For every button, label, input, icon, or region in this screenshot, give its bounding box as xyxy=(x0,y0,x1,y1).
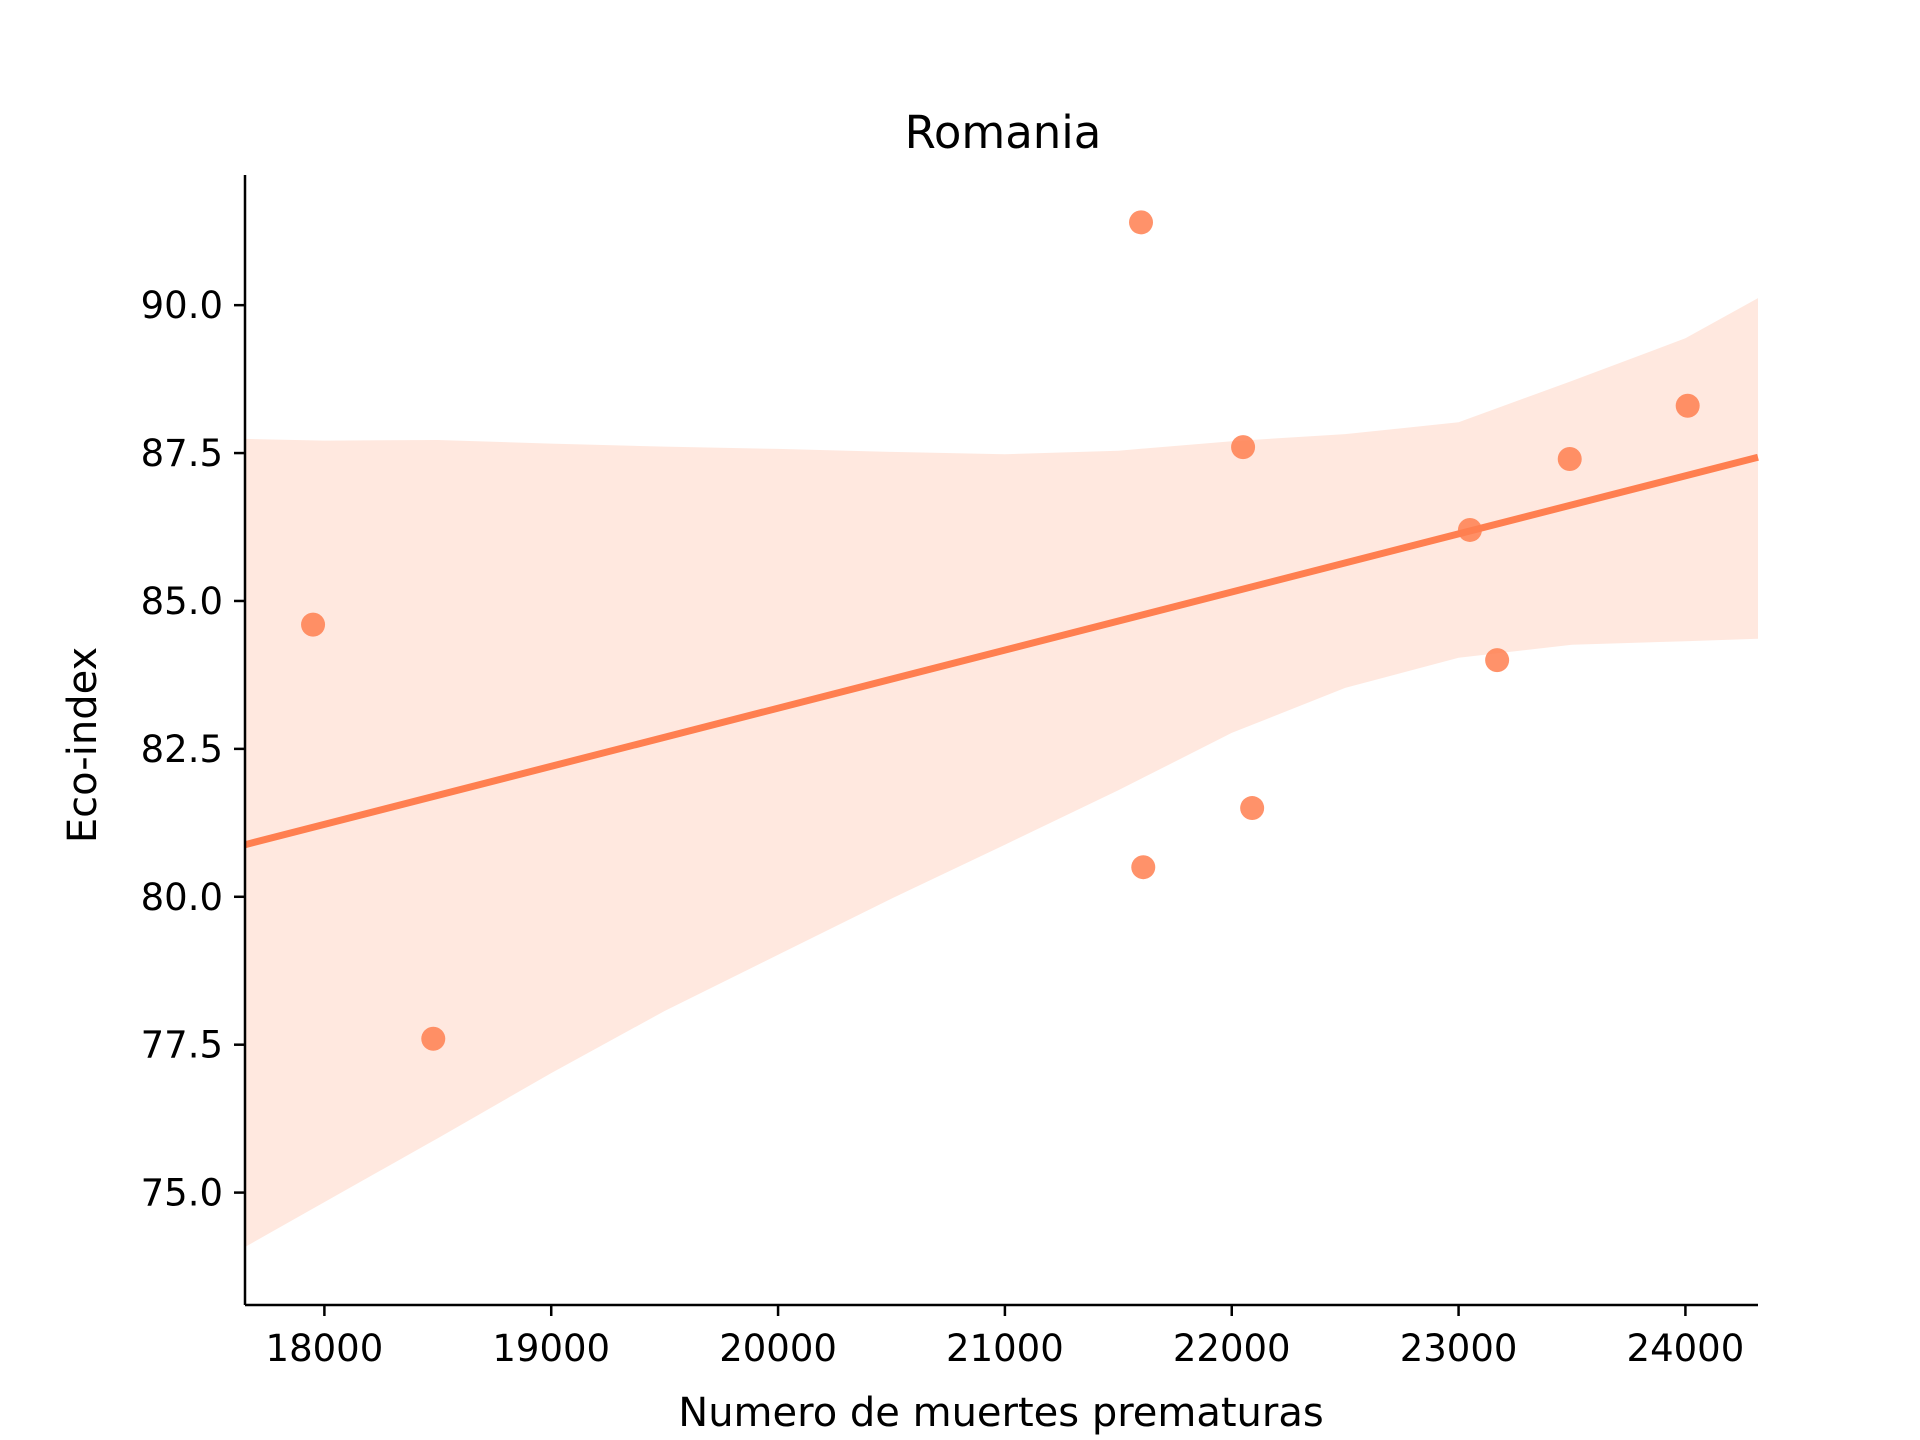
chart-title: Romania xyxy=(905,106,1102,159)
data-point xyxy=(421,1026,446,1051)
data-point xyxy=(1457,517,1482,542)
x-tick-label: 23000 xyxy=(1400,1327,1518,1370)
y-tick-label: 87.5 xyxy=(141,432,223,475)
x-tick-label: 18000 xyxy=(266,1327,384,1370)
y-tick-label: 75.0 xyxy=(141,1172,223,1215)
y-axis-label: Eco-index xyxy=(60,647,106,843)
y-axis-ticks: 75.0 77.5 80.0 82.5 85.0 87.5 90.0 xyxy=(141,284,245,1215)
x-tick-label: 20000 xyxy=(719,1327,837,1370)
data-point xyxy=(301,612,326,637)
y-tick-label: 82.5 xyxy=(141,728,223,771)
x-tick-label: 24000 xyxy=(1627,1327,1745,1370)
data-point xyxy=(1131,855,1156,880)
data-point xyxy=(1675,393,1700,418)
y-tick-label: 85.0 xyxy=(141,580,223,623)
y-tick-label: 90.0 xyxy=(141,284,223,327)
confidence-band xyxy=(245,298,1758,1248)
data-point xyxy=(1240,796,1265,821)
regression-line xyxy=(244,453,1759,849)
data-point xyxy=(1485,648,1510,673)
data-points xyxy=(301,210,1700,1051)
x-axis-ticks: 18000 19000 20000 21000 22000 23000 24000 xyxy=(266,1305,1745,1370)
x-tick-label: 19000 xyxy=(492,1327,610,1370)
data-point xyxy=(1557,446,1582,471)
x-tick-label: 22000 xyxy=(1173,1327,1291,1370)
data-point xyxy=(1231,435,1256,460)
y-tick-label: 77.5 xyxy=(141,1024,223,1067)
x-axis-label: Numero de muertes prematuras xyxy=(678,1390,1323,1436)
data-point xyxy=(1129,210,1154,235)
y-tick-label: 80.0 xyxy=(141,876,223,919)
x-tick-label: 21000 xyxy=(946,1327,1064,1370)
